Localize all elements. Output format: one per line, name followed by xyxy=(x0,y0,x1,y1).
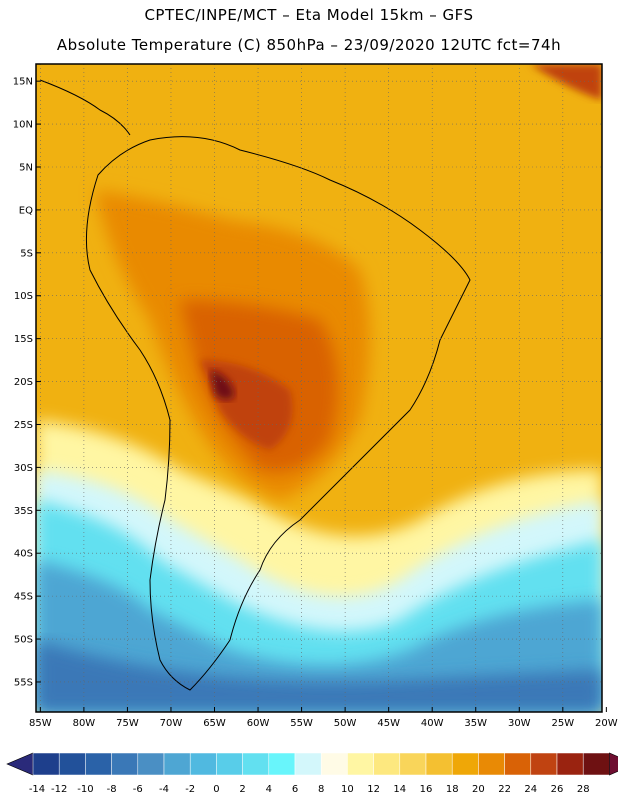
lat-tick-label: 40S xyxy=(14,549,33,560)
colorbar-tick-label: 16 xyxy=(420,784,433,795)
colorbar-box xyxy=(478,752,505,776)
lon-tick-label: 60W xyxy=(247,718,270,729)
colorbar-box xyxy=(425,752,453,776)
colorbar-tick-label: 4 xyxy=(266,784,272,795)
lat-tick-label: 20S xyxy=(14,377,33,388)
colorbar-max-arrow xyxy=(609,752,618,776)
lon-tick-label: 80W xyxy=(73,718,96,729)
lat-tick-label: 10N xyxy=(13,120,33,131)
lon-tick-label: 85W xyxy=(29,718,52,729)
temperature-map: 15N 10N 5N EQ 5S 10S 15S 20S 25S 30S 35S 40S 45S 50S 5… xyxy=(13,63,618,729)
colorbar-box xyxy=(451,752,479,776)
colorbar-box xyxy=(373,752,401,776)
colorbar-box xyxy=(504,752,532,776)
colorbar-tick-label: 8 xyxy=(318,784,324,795)
lat-tick-label: EQ xyxy=(19,205,33,216)
colorbar-tick-label: 24 xyxy=(524,784,537,795)
colorbar-tick-label: 2 xyxy=(239,784,245,795)
lon-tick-label: 50W xyxy=(334,718,357,729)
colorbar-box xyxy=(530,752,558,776)
colorbar-box xyxy=(85,752,112,776)
colorbar-tick-label: 10 xyxy=(341,784,354,795)
colorbar-box xyxy=(582,752,610,776)
lon-tick-label: 30W xyxy=(508,718,531,729)
colorbar-box xyxy=(163,752,191,776)
colorbar-min-arrow xyxy=(6,752,34,776)
lat-tick-label: 30S xyxy=(14,463,33,474)
colorbar-tick-label: 0 xyxy=(213,784,219,795)
colorbar-tick-label: -12 xyxy=(51,784,67,795)
lat-tick-label: 15S xyxy=(14,334,33,345)
chart-title: CPTEC/INPE/MCT – Eta Model 15km – GFS xyxy=(144,6,474,24)
colorbar-tick-label: 14 xyxy=(393,784,406,795)
colorbar-box xyxy=(556,752,584,776)
colorbar-box xyxy=(32,752,60,776)
colorbar-box xyxy=(320,752,348,776)
colorbar-box xyxy=(58,752,86,776)
colorbar-tick-label: -2 xyxy=(185,784,195,795)
colorbar-tick-label: 26 xyxy=(551,784,564,795)
colorbar-tick-label: -6 xyxy=(133,784,143,795)
lat-tick-label: 45S xyxy=(14,592,33,603)
colorbar-tick-label: 6 xyxy=(292,784,298,795)
colorbar-tick-label: -10 xyxy=(77,784,93,795)
lon-tick-label: 25W xyxy=(552,718,575,729)
lat-tick-label: 15N xyxy=(13,77,33,88)
colorbar-tick-label: -14 xyxy=(29,784,45,795)
chart-subtitle: Absolute Temperature (C) 850hPa – 23/09/… xyxy=(56,36,562,54)
colorbar-box xyxy=(242,752,270,776)
colorbar-tick-label: 22 xyxy=(498,784,511,795)
colorbar-box xyxy=(137,752,165,776)
lon-tick-label: 65W xyxy=(203,718,226,729)
colorbar-tick-label: 20 xyxy=(472,784,485,795)
lat-tick-label: 25S xyxy=(14,420,33,431)
lat-tick-label: 10S xyxy=(14,291,33,302)
colorbar-box xyxy=(189,752,217,776)
colorbar-tick-label: -4 xyxy=(159,784,169,795)
lon-tick-label: 70W xyxy=(160,718,183,729)
lon-tick-label: 55W xyxy=(290,718,313,729)
lon-tick-label: 75W xyxy=(116,718,139,729)
lon-tick-label: 45W xyxy=(377,718,400,729)
lat-tick-label: 5N xyxy=(19,162,33,173)
colorbar-tick-label: 28 xyxy=(577,784,590,795)
lat-tick-label: 5S xyxy=(20,248,33,259)
colorbar-box xyxy=(111,752,139,776)
lat-tick-label: 55S xyxy=(14,677,33,688)
colorbar-box xyxy=(399,752,427,776)
colorbar-tick-label: -8 xyxy=(107,784,117,795)
map-frame xyxy=(35,63,603,713)
coastlines xyxy=(39,79,471,691)
colorbar-tick-label: 18 xyxy=(446,784,459,795)
lat-tick-label: 35S xyxy=(14,506,33,517)
colorbar-box xyxy=(268,752,296,776)
graticule xyxy=(36,64,602,712)
lon-tick-label: 40W xyxy=(421,718,444,729)
lat-tick-label: 50S xyxy=(14,635,33,646)
temperature-field xyxy=(36,64,602,712)
lon-tick-label: 35W xyxy=(464,718,487,729)
lon-tick-label: 20W xyxy=(595,718,618,729)
colorbar-box xyxy=(294,752,322,776)
colorbar-box xyxy=(216,752,243,776)
colorbar-tick-label: 12 xyxy=(367,784,380,795)
colorbar-box xyxy=(347,752,374,776)
colorbar: -14 -12 -10 -8 -6 -4 -2 0 2 4 6 8 10 12 14 16 18 20 22 24 26… xyxy=(6,752,618,795)
